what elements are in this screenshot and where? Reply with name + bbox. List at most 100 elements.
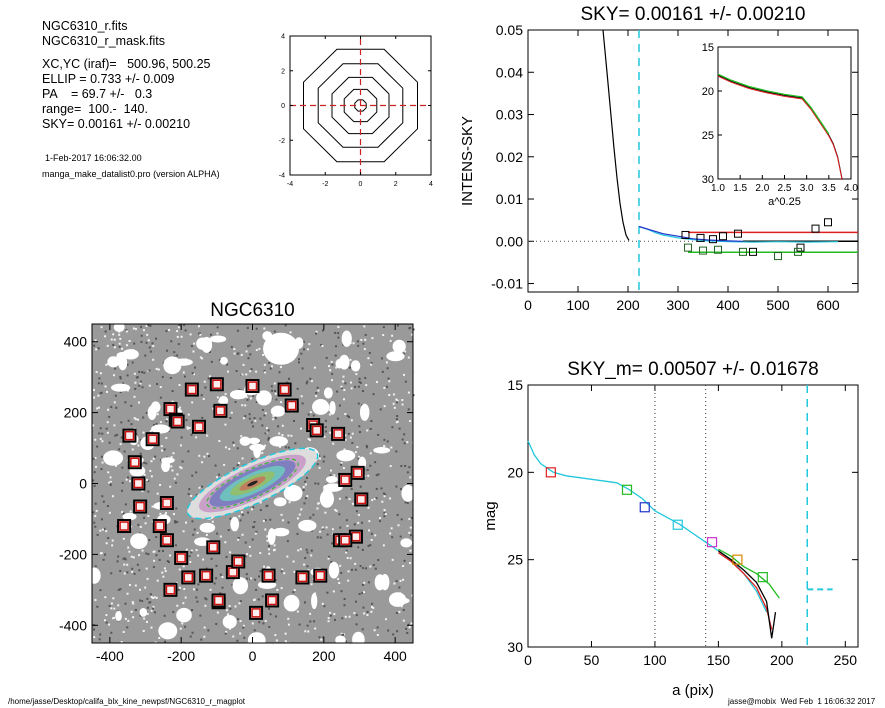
- image-noise: [313, 620, 316, 623]
- image-noise: [259, 570, 262, 573]
- info-sky: SKY= 0.00161 +/- 0.00210: [42, 117, 191, 131]
- image-noise: [367, 581, 370, 584]
- image-noise: [151, 596, 154, 599]
- inset-xtick-label: 3.0: [800, 183, 814, 194]
- image-noise: [293, 419, 296, 422]
- image-noise: [342, 375, 345, 378]
- image-noise: [133, 417, 136, 420]
- image-noise: [334, 354, 337, 357]
- mask-box: [249, 605, 264, 620]
- image-noise: [355, 600, 358, 603]
- image-noise: [173, 355, 176, 358]
- mask-box-inner: [251, 608, 261, 618]
- image-noise: [208, 455, 211, 458]
- sky-xtick-label: 200: [616, 297, 640, 313]
- image-noise: [124, 558, 127, 561]
- image-noise: [329, 474, 332, 477]
- image-noise: [106, 431, 109, 434]
- image-noise: [258, 347, 261, 350]
- image-noise: [386, 367, 389, 370]
- image-noise: [261, 595, 264, 598]
- mask-box-inner: [187, 384, 197, 395]
- image-noise: [234, 400, 237, 403]
- image-noise: [287, 521, 290, 524]
- image-noise: [191, 372, 194, 375]
- image-noise: [370, 532, 373, 535]
- image-noise: [340, 461, 343, 464]
- image-noise: [368, 529, 371, 532]
- image-noise: [251, 457, 254, 460]
- image-noise: [407, 356, 410, 359]
- image-noise: [284, 632, 287, 635]
- image-noise: [310, 380, 313, 383]
- image-noise: [241, 457, 244, 460]
- image-noise: [357, 521, 360, 524]
- image-noise: [203, 626, 206, 629]
- sky-point: [749, 247, 757, 256]
- image-mask-blob: [323, 387, 333, 399]
- image-noise: [381, 500, 384, 503]
- image-noise: [318, 457, 321, 460]
- image-noise: [166, 560, 169, 563]
- image-mask-blob: [196, 337, 209, 350]
- image-noise: [333, 613, 336, 616]
- image-noise: [126, 626, 129, 629]
- image-noise: [138, 554, 141, 557]
- image-noise: [147, 553, 150, 556]
- image-noise: [409, 534, 412, 537]
- image-noise: [372, 563, 375, 566]
- image-noise: [157, 368, 160, 371]
- image-noise: [333, 474, 336, 477]
- image-noise: [138, 569, 141, 572]
- image-noise: [93, 484, 96, 487]
- image-noise: [365, 444, 368, 447]
- image-noise: [130, 404, 133, 407]
- image-noise: [112, 343, 115, 346]
- image-noise: [350, 488, 353, 491]
- image-noise: [151, 505, 154, 508]
- image-noise: [109, 482, 112, 485]
- image-noise: [104, 385, 107, 388]
- image-noise: [131, 601, 134, 604]
- image-mask-blob: [263, 332, 300, 365]
- image-noise: [121, 347, 124, 350]
- image-noise: [139, 599, 142, 602]
- image-mask-blob: [249, 443, 266, 452]
- image-noise: [98, 432, 101, 435]
- image-mask-blob: [115, 610, 122, 622]
- image-noise: [145, 552, 148, 555]
- image-noise: [406, 471, 409, 474]
- image-noise: [109, 476, 112, 479]
- image-noise: [112, 617, 115, 620]
- image-noise: [411, 594, 414, 597]
- image-noise: [355, 614, 358, 617]
- image-noise: [367, 357, 370, 360]
- image-noise: [345, 551, 348, 554]
- image-noise: [94, 565, 97, 568]
- image-noise: [108, 481, 111, 484]
- image-noise: [314, 627, 317, 630]
- sky-point: [719, 232, 727, 241]
- image-noise: [203, 455, 206, 458]
- image-noise: [411, 333, 414, 336]
- image-noise: [187, 492, 190, 495]
- galaxy-inner-ellipse: [206, 458, 299, 509]
- image-noise: [396, 401, 399, 404]
- mask-box-inner: [215, 406, 226, 416]
- image-noise: [197, 325, 200, 328]
- contour-ytick-label: -4: [279, 173, 285, 180]
- image-noise: [237, 352, 240, 355]
- image-noise: [325, 356, 328, 359]
- image-noise: [201, 357, 204, 360]
- image-noise: [253, 520, 256, 523]
- image-noise: [227, 529, 230, 532]
- image-noise: [198, 486, 201, 489]
- image-noise: [155, 536, 158, 539]
- image-noise: [147, 339, 150, 342]
- image-noise: [148, 539, 151, 542]
- image-noise: [304, 483, 307, 486]
- image-noise: [180, 467, 183, 470]
- image-noise: [382, 326, 385, 329]
- image-noise: [156, 579, 159, 582]
- image-mask-blob: [248, 437, 261, 445]
